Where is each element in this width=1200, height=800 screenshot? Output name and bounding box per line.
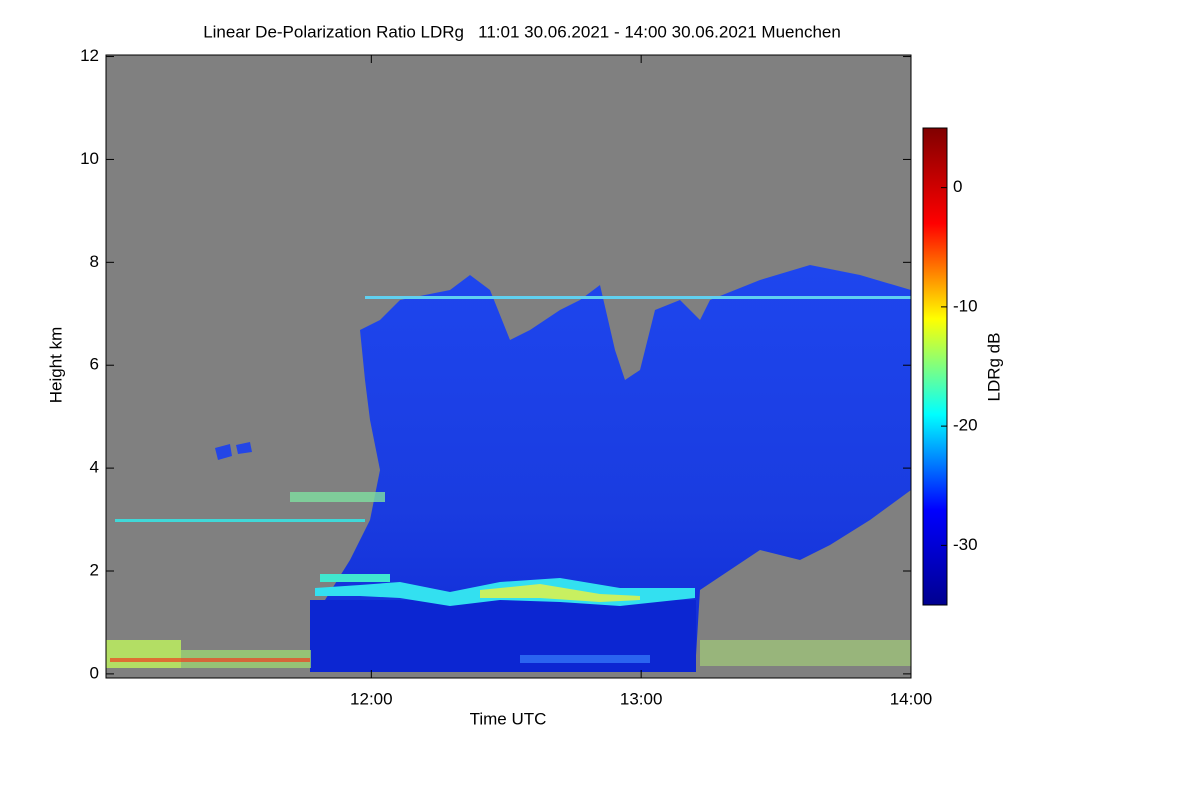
y-tick-label: 12 [80, 46, 99, 65]
colorbar-tick-label: 0 [953, 177, 962, 196]
y-axis-label: Height km [46, 327, 65, 404]
x-tick-label: 14:00 [890, 689, 933, 708]
colorbar-scale [922, 127, 948, 606]
y-tick-label: 2 [90, 560, 99, 579]
chart-title: Linear De-Polarization Ratio LDRg 11:01 … [203, 22, 841, 41]
colorbar: 0 -10 -20 -30 [922, 127, 978, 606]
plot-image [106, 55, 911, 678]
x-axis-label: Time UTC [470, 709, 547, 728]
colorbar-label: LDRg dB [984, 333, 1003, 402]
y-tick-label: 6 [90, 355, 99, 374]
colorbar-tick-label: -10 [953, 296, 978, 315]
colorbar-tick-label: -20 [953, 416, 978, 435]
plot-frame [105, 54, 912, 679]
y-tick-label: 4 [90, 458, 99, 477]
y-tick-label: 8 [90, 252, 99, 271]
x-tick-label: 12:00 [350, 689, 393, 708]
y-tick-label: 10 [80, 149, 99, 168]
x-tick-label: 13:00 [620, 689, 663, 708]
y-tick-label: 0 [90, 663, 99, 682]
colorbar-tick-label: -30 [953, 535, 978, 554]
